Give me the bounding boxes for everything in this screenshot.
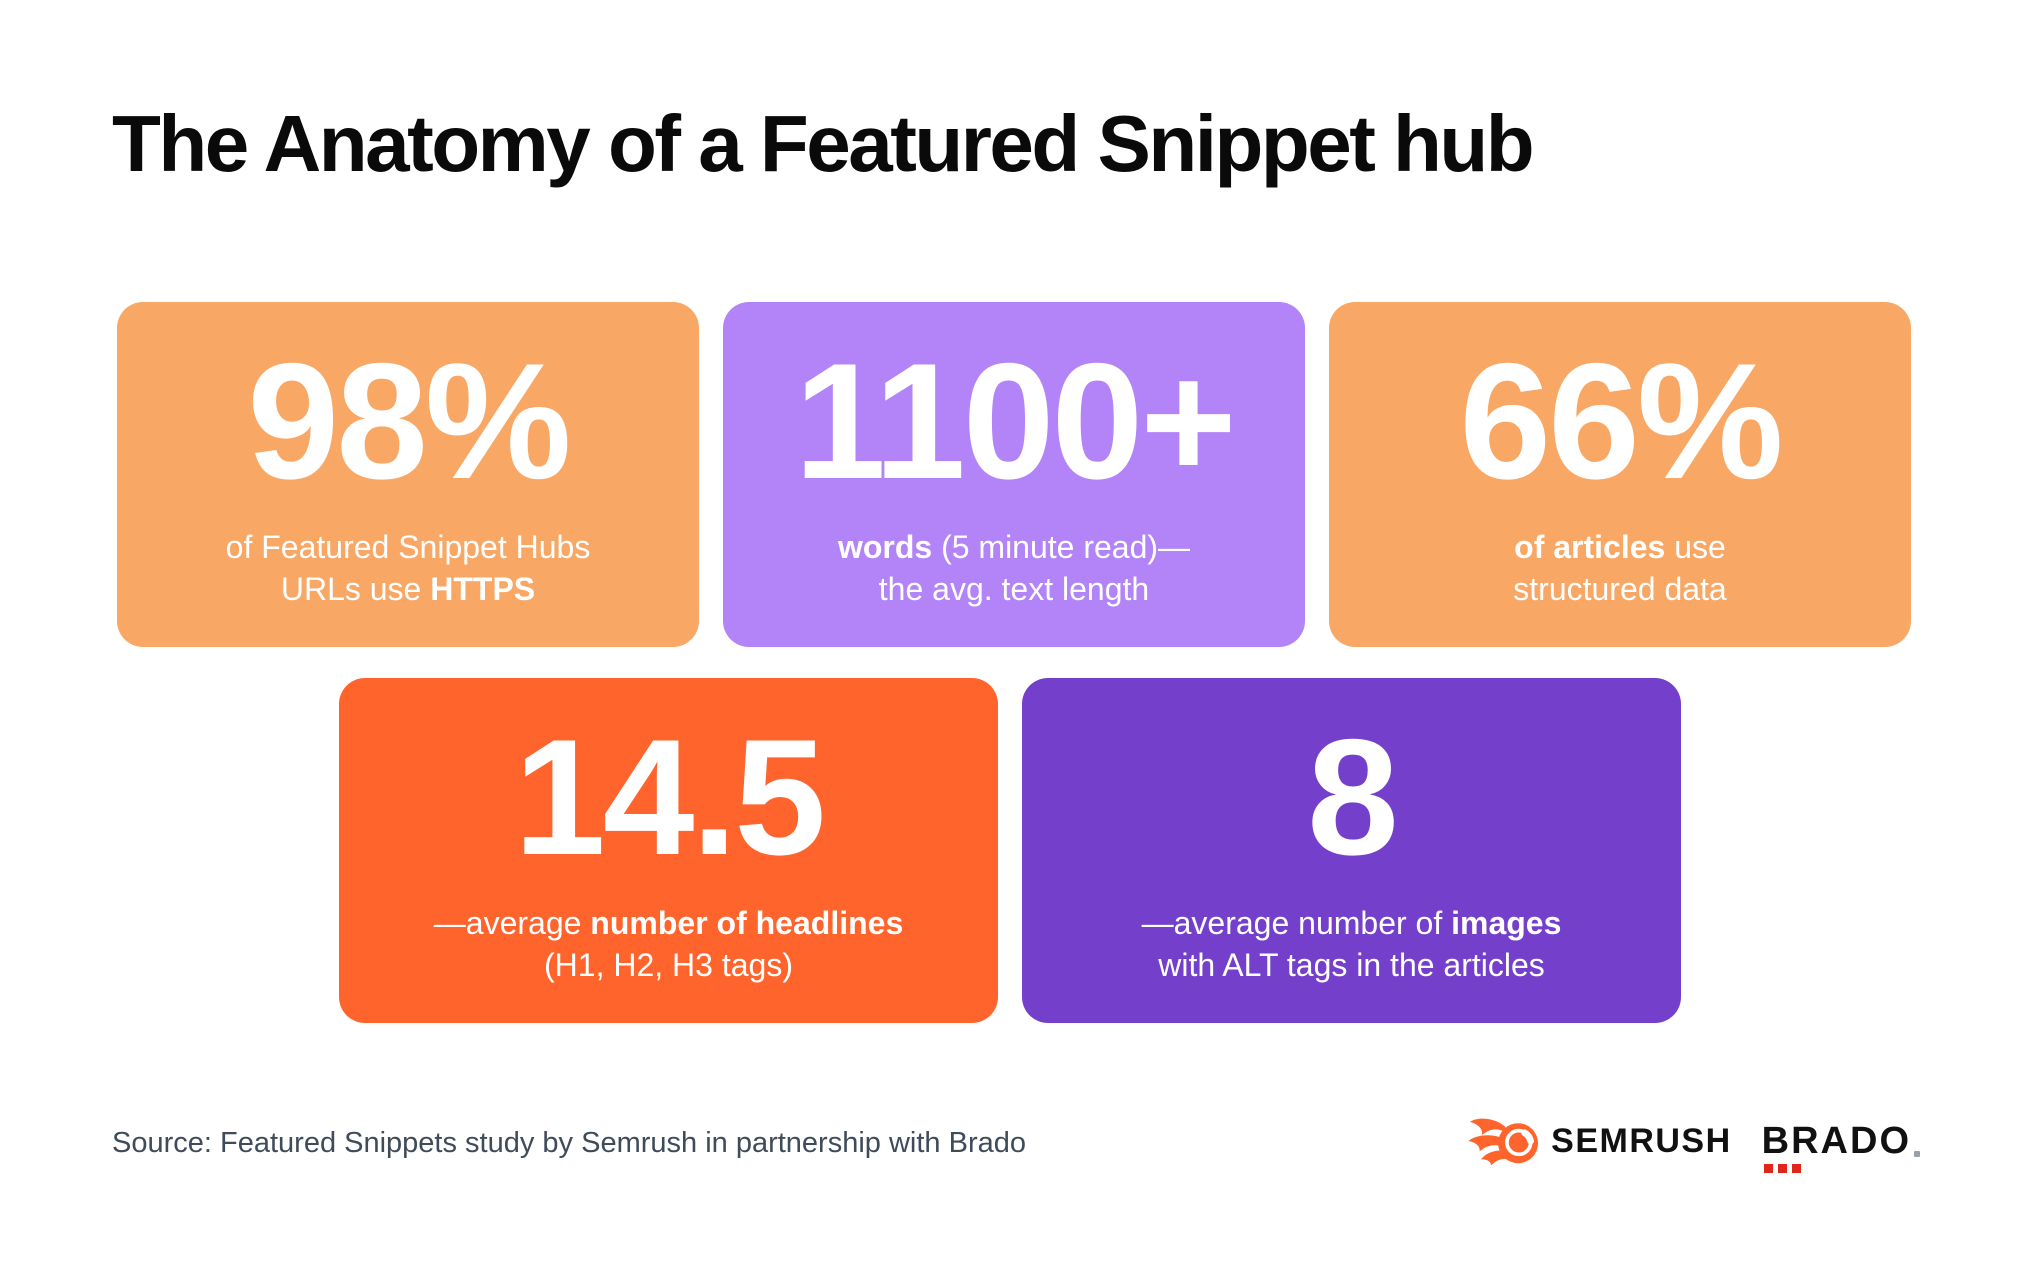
brado-logo: BRADO	[1761, 1119, 1920, 1173]
stat-card-https: 98% of Featured Snippet Hubs URLs use HT…	[117, 302, 699, 647]
stat-value: 8	[1307, 704, 1399, 889]
stat-description: —average number of headlines (H1, H2, H3…	[433, 904, 904, 983]
stat-value: 14.5	[513, 704, 826, 889]
semrush-logo: SEMRUSH	[1467, 1115, 1732, 1167]
stat-card-words: 1100+ words (5 minute read)— the avg. te…	[723, 302, 1305, 647]
brand-logos: SEMRUSH BRADO	[1467, 1112, 1920, 1173]
semrush-flame-icon	[1468, 1118, 1539, 1166]
stat-description: words (5 minute read)— the avg. text len…	[837, 528, 1191, 607]
brado-wordmark: BRADO	[1761, 1119, 1911, 1162]
stat-description: of Featured Snippet Hubs URLs use HTTPS	[225, 528, 591, 607]
stat-description: of articles use structured data	[1513, 528, 1727, 607]
source-note: Source: Featured Snippets study by Semru…	[112, 1127, 1026, 1159]
stat-card-images: 8 —average number of images with ALT tag…	[1022, 678, 1681, 1023]
stat-description: —average number of images with ALT tags …	[1141, 904, 1562, 983]
stat-value: 98%	[247, 328, 571, 513]
stat-value: 66%	[1459, 328, 1783, 513]
stats-row-top: 98% of Featured Snippet Hubs URLs use HT…	[117, 302, 1911, 647]
stat-card-structured-data: 66% of articles use structured data	[1329, 302, 1911, 647]
page-title: The Anatomy of a Featured Snippet hub	[112, 99, 1535, 188]
brado-dots-icon	[1763, 1163, 1801, 1173]
stat-card-headlines: 14.5 —average number of headlines (H1, H…	[339, 678, 998, 1023]
stat-value: 1100+	[794, 328, 1236, 513]
brado-trademark-dot	[1914, 1150, 1920, 1157]
stats-row-bottom: 14.5 —average number of headlines (H1, H…	[339, 678, 1681, 1023]
semrush-wordmark: SEMRUSH	[1551, 1121, 1732, 1160]
